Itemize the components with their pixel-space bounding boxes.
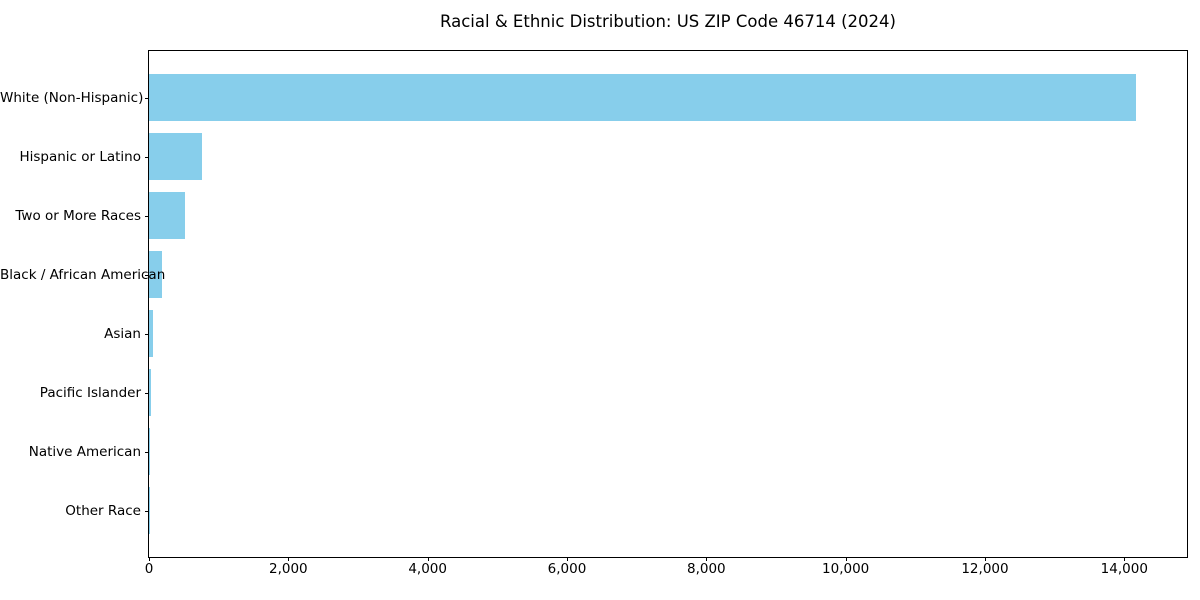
y-tick-mark bbox=[145, 97, 149, 99]
plot-area bbox=[148, 50, 1188, 558]
bar-row-black-african-american bbox=[149, 245, 1187, 304]
bar-row-two-or-more-races bbox=[149, 186, 1187, 245]
y-tick-mark bbox=[145, 392, 149, 394]
bar-white-non-hispanic bbox=[149, 74, 1137, 121]
bar-native-american bbox=[149, 428, 150, 475]
y-tick-label-native-american: Native American bbox=[28, 443, 141, 460]
x-tick-label-12000: 12,000 bbox=[961, 561, 1009, 577]
chart-title: Racial & Ethnic Distribution: US ZIP Cod… bbox=[440, 12, 896, 31]
bar-row-pacific-islander bbox=[149, 363, 1187, 422]
x-tick-label-10000: 10,000 bbox=[822, 561, 870, 577]
bar-two-or-more-races bbox=[149, 192, 186, 239]
x-tick-label-14000: 14,000 bbox=[1100, 561, 1148, 577]
y-tick-mark bbox=[145, 156, 149, 158]
y-tick-label-pacific-islander: Pacific Islander bbox=[39, 384, 141, 401]
x-tick-label-0: 0 bbox=[144, 561, 154, 577]
x-tick-mark bbox=[845, 557, 847, 561]
y-tick-mark bbox=[145, 215, 149, 217]
y-tick-label-asian: Asian bbox=[104, 325, 141, 342]
bar-hispanic-or-latino bbox=[149, 133, 203, 180]
y-tick-mark bbox=[145, 274, 149, 276]
x-tick-label-6000: 6,000 bbox=[547, 561, 587, 577]
y-tick-label-other-race: Other Race bbox=[65, 502, 141, 519]
x-tick-mark bbox=[566, 557, 568, 561]
x-tick-mark bbox=[1124, 557, 1126, 561]
bar-row-hispanic-or-latino bbox=[149, 127, 1187, 186]
y-tick-label-black-african-american: Black / African American bbox=[0, 266, 166, 283]
bar-row-asian bbox=[149, 304, 1187, 363]
x-tick-mark bbox=[984, 557, 986, 561]
bar-row-white-non-hispanic bbox=[149, 68, 1187, 127]
x-tick-mark bbox=[706, 557, 708, 561]
x-tick-mark bbox=[427, 557, 429, 561]
x-tick-label-2000: 2,000 bbox=[269, 561, 308, 577]
y-tick-label-hispanic-or-latino: Hispanic or Latino bbox=[19, 148, 141, 165]
x-tick-mark bbox=[149, 557, 150, 561]
x-tick-mark bbox=[288, 557, 290, 561]
bar-black-african-american bbox=[149, 251, 162, 298]
bar-asian bbox=[149, 310, 154, 357]
y-tick-mark bbox=[145, 451, 149, 453]
x-tick-label-4000: 4,000 bbox=[408, 561, 447, 577]
y-tick-label-white-non-hispanic: White (Non-Hispanic) bbox=[0, 89, 144, 106]
y-tick-label-two-or-more-races: Two or More Races bbox=[15, 207, 141, 224]
x-tick-label-8000: 8,000 bbox=[686, 561, 726, 577]
y-tick-mark bbox=[145, 510, 149, 512]
bar-pacific-islander bbox=[149, 369, 152, 416]
y-tick-mark bbox=[145, 333, 149, 335]
bar-row-native-american bbox=[149, 422, 1187, 481]
bar-row-other-race bbox=[149, 481, 1187, 540]
